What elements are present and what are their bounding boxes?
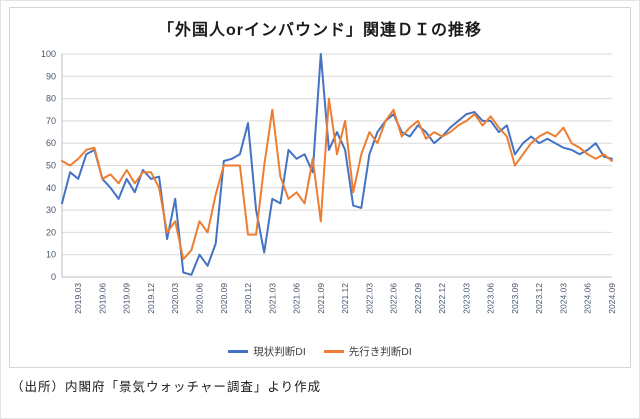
- svg-text:50: 50: [46, 161, 56, 171]
- chart-container: 「外国人orインバウンド」関連ＤＩの推移 0 10 20 30 40 50 60 70 80 90…: [9, 7, 631, 368]
- svg-text:2020.03: 2020.03: [170, 283, 180, 314]
- svg-text:40: 40: [46, 183, 56, 193]
- svg-text:2022.06: 2022.06: [389, 283, 399, 314]
- svg-text:2024.09: 2024.09: [607, 283, 617, 314]
- svg-text:70: 70: [46, 116, 56, 126]
- svg-text:2024.06: 2024.06: [583, 283, 593, 314]
- legend-item-outlook-di: 先行き判断DI: [323, 344, 412, 359]
- svg-text:100: 100: [41, 49, 56, 59]
- svg-text:10: 10: [46, 250, 56, 260]
- svg-text:20: 20: [46, 227, 56, 237]
- legend-item-current-di: 現状判断DI: [228, 344, 306, 359]
- line-chart: 0 10 20 30 40 50 60 70 80 90 100 2019.03 2019.06 2019…: [41, 49, 617, 314]
- svg-text:2024.03: 2024.03: [558, 283, 568, 314]
- source-note: （出所）内閣府「景気ウォッチャー調査」より作成: [11, 380, 322, 394]
- svg-text:30: 30: [46, 205, 56, 215]
- svg-text:0: 0: [51, 272, 56, 282]
- svg-text:2019.12: 2019.12: [146, 283, 156, 314]
- svg-text:2022.03: 2022.03: [364, 283, 374, 314]
- legend-label-current-di: 現状判断DI: [253, 346, 306, 358]
- svg-text:2023.12: 2023.12: [534, 283, 544, 314]
- svg-text:2019.09: 2019.09: [122, 283, 132, 314]
- chart-legend: 現状判断DI 先行き判断DI: [12, 342, 628, 365]
- legend-label-outlook-di: 先行き判断DI: [348, 346, 412, 358]
- svg-text:90: 90: [46, 71, 56, 81]
- svg-text:2019.06: 2019.06: [97, 283, 107, 314]
- svg-text:80: 80: [46, 94, 56, 104]
- legend-swatch-current-di: [228, 350, 249, 353]
- svg-text:2021.06: 2021.06: [292, 283, 302, 314]
- svg-text:2023.06: 2023.06: [486, 283, 496, 314]
- chart-title: 「外国人orインバウンド」関連ＤＩの推移: [157, 22, 482, 39]
- svg-text:2020.09: 2020.09: [219, 283, 229, 314]
- svg-text:2021.12: 2021.12: [340, 283, 350, 314]
- svg-text:60: 60: [46, 138, 56, 148]
- svg-text:2022.12: 2022.12: [437, 283, 447, 314]
- svg-text:2021.09: 2021.09: [316, 283, 326, 314]
- svg-text:2021.03: 2021.03: [267, 283, 277, 314]
- svg-text:2020.12: 2020.12: [243, 283, 253, 314]
- svg-text:2023.03: 2023.03: [461, 283, 471, 314]
- legend-swatch-outlook-di: [323, 350, 344, 353]
- svg-text:2022.09: 2022.09: [413, 283, 423, 314]
- svg-text:2020.06: 2020.06: [195, 283, 205, 314]
- svg-text:2023.09: 2023.09: [510, 283, 520, 314]
- svg-text:2019.03: 2019.03: [73, 283, 83, 314]
